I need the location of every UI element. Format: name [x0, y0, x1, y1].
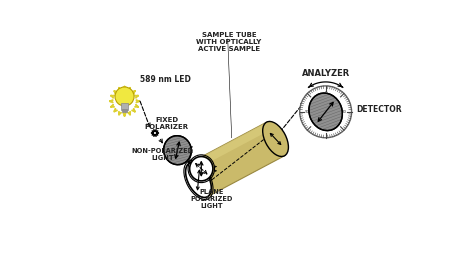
Text: NON-POLARIZED
LIGHT: NON-POLARIZED LIGHT	[132, 148, 194, 161]
Text: 0: 0	[324, 91, 327, 95]
Bar	[121, 103, 128, 110]
Ellipse shape	[309, 93, 342, 131]
Ellipse shape	[115, 87, 134, 106]
Ellipse shape	[186, 163, 211, 197]
Text: 589 nm LED: 589 nm LED	[140, 75, 191, 84]
Bar	[122, 109, 127, 112]
Polygon shape	[190, 122, 271, 171]
Text: 0: 0	[324, 128, 327, 132]
Ellipse shape	[164, 136, 191, 165]
Text: 90: 90	[342, 110, 346, 114]
Text: ANALYZER: ANALYZER	[301, 69, 350, 78]
Ellipse shape	[263, 122, 288, 156]
Polygon shape	[190, 122, 284, 197]
Text: FIXED
POLARIZER: FIXED POLARIZER	[145, 117, 189, 130]
Circle shape	[300, 86, 352, 138]
Text: 90: 90	[305, 110, 310, 114]
Text: SAMPLE TUBE
WITH OPTICALLY
ACTIVE SAMPLE: SAMPLE TUBE WITH OPTICALLY ACTIVE SAMPLE	[196, 32, 262, 52]
Text: PLANE
POLARIZED
LIGHT: PLANE POLARIZED LIGHT	[191, 189, 233, 209]
Ellipse shape	[190, 157, 213, 181]
Text: DETECTOR: DETECTOR	[356, 105, 402, 114]
